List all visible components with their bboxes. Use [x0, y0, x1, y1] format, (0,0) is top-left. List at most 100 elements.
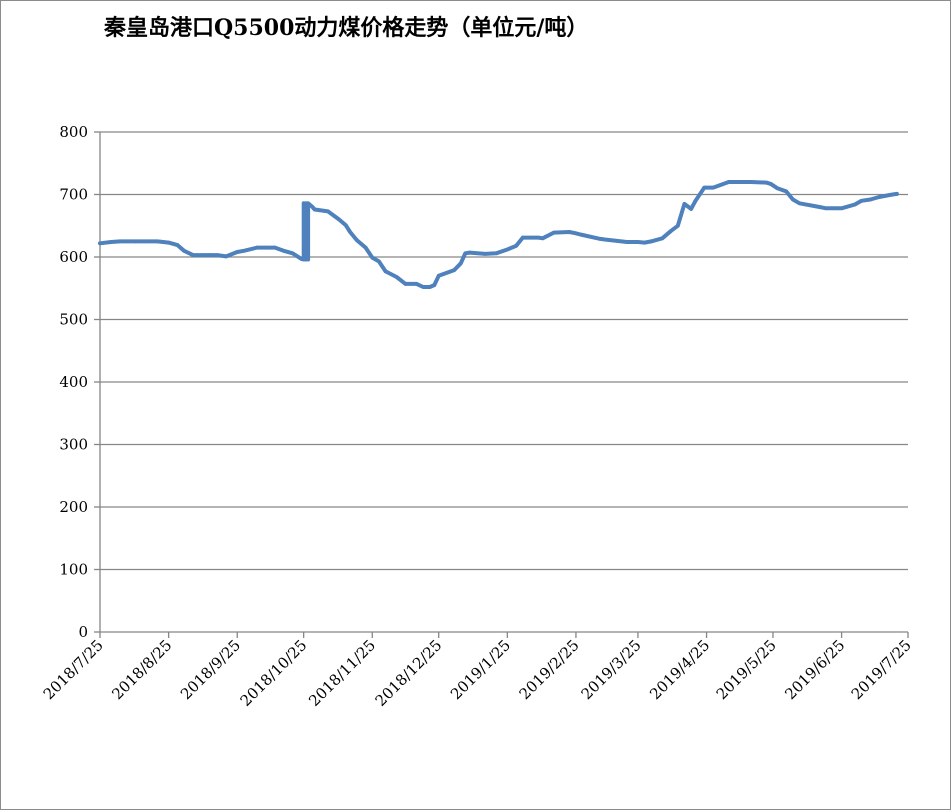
data-point: [660, 236, 665, 241]
x-tick-label: 2018/11/25: [305, 636, 379, 710]
series-layer: [98, 180, 899, 289]
data-point: [859, 199, 864, 203]
data-point: [118, 239, 122, 244]
data-point: [452, 268, 457, 272]
x-tick-label: 2018/10/25: [237, 636, 311, 710]
data-point: [625, 240, 629, 244]
data-point: [514, 244, 518, 248]
y-tick-label-100: 100: [59, 561, 88, 579]
y-tick-label-500: 500: [59, 311, 88, 329]
x-tick-label: 2019/4/25: [646, 636, 713, 703]
data-point: [791, 197, 795, 202]
data-point: [702, 185, 707, 190]
y-tick-label-200: 200: [59, 498, 88, 516]
data-point: [853, 202, 857, 207]
data-point: [383, 269, 388, 274]
y-tick-label-0: 0: [78, 623, 88, 641]
data-point: [797, 201, 802, 206]
data-point: [602, 237, 607, 242]
data-point: [403, 282, 408, 286]
data-point: [377, 259, 381, 264]
data-point: [494, 251, 499, 256]
data-point: [436, 274, 441, 278]
data-point: [337, 217, 341, 222]
data-point: [281, 249, 286, 253]
data-point: [306, 201, 310, 206]
x-tick-label: 2018/7/25: [40, 636, 107, 703]
data-point: [242, 249, 246, 253]
data-point: [428, 285, 432, 289]
data-point: [540, 236, 545, 241]
data-point: [574, 231, 578, 236]
data-point: [552, 230, 556, 235]
data-point: [166, 240, 171, 245]
data-point: [598, 237, 603, 241]
axes: [94, 131, 909, 638]
x-tick-label: 2019/3/25: [578, 636, 645, 703]
data-point: [726, 180, 731, 184]
data-point: [817, 205, 822, 209]
x-tick-labels: 2018/7/25 2018/8/25 2018/9/252018/10/25201…: [40, 636, 915, 710]
data-point: [414, 282, 419, 286]
data-point: [463, 251, 468, 256]
data-point: [459, 261, 463, 266]
data-point: [839, 206, 844, 211]
data-point: [676, 224, 680, 228]
data-point: [824, 206, 828, 211]
x-tick-label: 2018/9/25: [177, 636, 244, 703]
data-point: [636, 240, 640, 244]
data-point: [224, 254, 228, 259]
data-point: [693, 199, 698, 203]
data-point: [578, 232, 583, 237]
y-tick-label-700: 700: [59, 186, 88, 204]
data-point: [191, 253, 195, 257]
data-point: [536, 235, 541, 240]
data-point: [421, 285, 426, 289]
x-tick-label: 2019/7/25: [848, 636, 915, 703]
data-point: [326, 209, 330, 214]
data-point: [206, 253, 211, 257]
data-point: [669, 229, 673, 233]
data-point: [877, 195, 881, 199]
data-point: [312, 207, 317, 212]
data-point: [98, 241, 102, 246]
data-point: [109, 240, 113, 244]
data-point: [144, 239, 149, 244]
data-point: [264, 245, 268, 250]
data-point: [868, 197, 873, 202]
y-tick-label-600: 600: [59, 248, 88, 266]
data-point: [363, 245, 368, 250]
data-point: [310, 205, 315, 209]
grid-lines: [100, 131, 908, 571]
data-point: [895, 192, 899, 196]
data-point: [370, 255, 375, 260]
data-point: [775, 186, 780, 191]
data-point: [348, 230, 352, 234]
data-point: [133, 239, 138, 244]
y-tick-label-300: 300: [59, 436, 88, 454]
data-point: [890, 192, 895, 197]
data-point: [689, 207, 693, 211]
data-point: [711, 185, 715, 190]
y-tick-label-800: 800: [59, 123, 88, 141]
data-point: [306, 257, 310, 262]
data-point: [642, 240, 647, 245]
data-point: [784, 189, 788, 194]
x-tick-label: 2018/8/25: [108, 636, 175, 703]
x-tick-label: 2019/2/25: [516, 636, 583, 703]
data-point: [255, 245, 259, 250]
x-tick-label: 2019/6/25: [781, 636, 848, 703]
data-point: [235, 250, 239, 254]
data-point: [155, 239, 160, 244]
y-tick-label-400: 400: [59, 373, 88, 391]
data-point: [215, 253, 220, 257]
data-point: [175, 243, 180, 247]
data-point: [505, 247, 510, 252]
series-line-0: [98, 180, 899, 289]
chart-title: 秦皇岛港口Q5500动力煤价格走势（单位元/吨）: [104, 15, 589, 41]
data-point: [649, 239, 653, 244]
data-point: [567, 230, 572, 234]
data-point: [835, 206, 839, 211]
x-tick-label: 2019/1/25: [447, 636, 514, 703]
